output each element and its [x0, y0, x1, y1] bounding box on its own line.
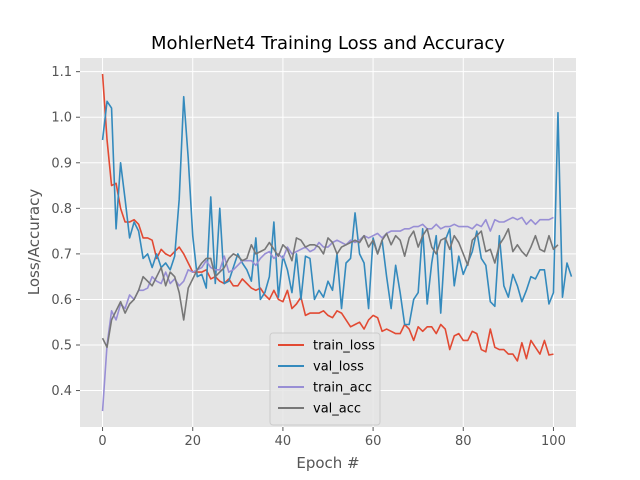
y-tick-label: 0.5 [51, 339, 72, 354]
series-line-val-acc [101, 228, 559, 349]
x-tick-label: 20 [184, 434, 201, 449]
chart-title: MohlerNet4 Training Loss and Accuracy [151, 33, 505, 54]
y-tick-label: 1.1 [51, 65, 72, 80]
y-tick-label: 0.4 [51, 384, 72, 399]
x-tick-label: 60 [365, 434, 382, 449]
y-tick-label: 0.9 [51, 156, 72, 171]
series-line-train-acc [101, 216, 554, 412]
y-axis-ticks: 0.4 0.5 0.6 0.7 0.8 0.9 1.0 1.1 [51, 65, 80, 399]
x-tick-label: 40 [275, 434, 292, 449]
series-line-train-loss [101, 73, 554, 362]
y-tick-label: 0.8 [51, 202, 72, 217]
x-tick-label: 0 [98, 434, 106, 449]
legend-label-val-loss: val_loss [313, 360, 364, 375]
legend-label-val-acc: val_acc [313, 402, 361, 417]
series-lines [101, 73, 573, 412]
legend: train_loss val_loss train_acc val_acc [269, 332, 381, 426]
gridlines [80, 58, 576, 427]
y-axis-label: Loss/Accuracy [25, 189, 43, 296]
x-axis-label: Epoch # [296, 454, 359, 472]
y-tick-label: 1.0 [51, 111, 72, 126]
legend-label-train-acc: train_acc [313, 381, 372, 396]
x-tick-label: 80 [455, 434, 472, 449]
y-tick-label: 0.6 [51, 293, 72, 308]
y-tick-label: 0.7 [51, 247, 72, 262]
x-tick-label: 100 [541, 434, 566, 449]
legend-box [269, 332, 381, 426]
legend-label-train-loss: train_loss [313, 339, 375, 354]
x-axis-ticks: 0 20 40 60 80 100 [98, 427, 566, 449]
